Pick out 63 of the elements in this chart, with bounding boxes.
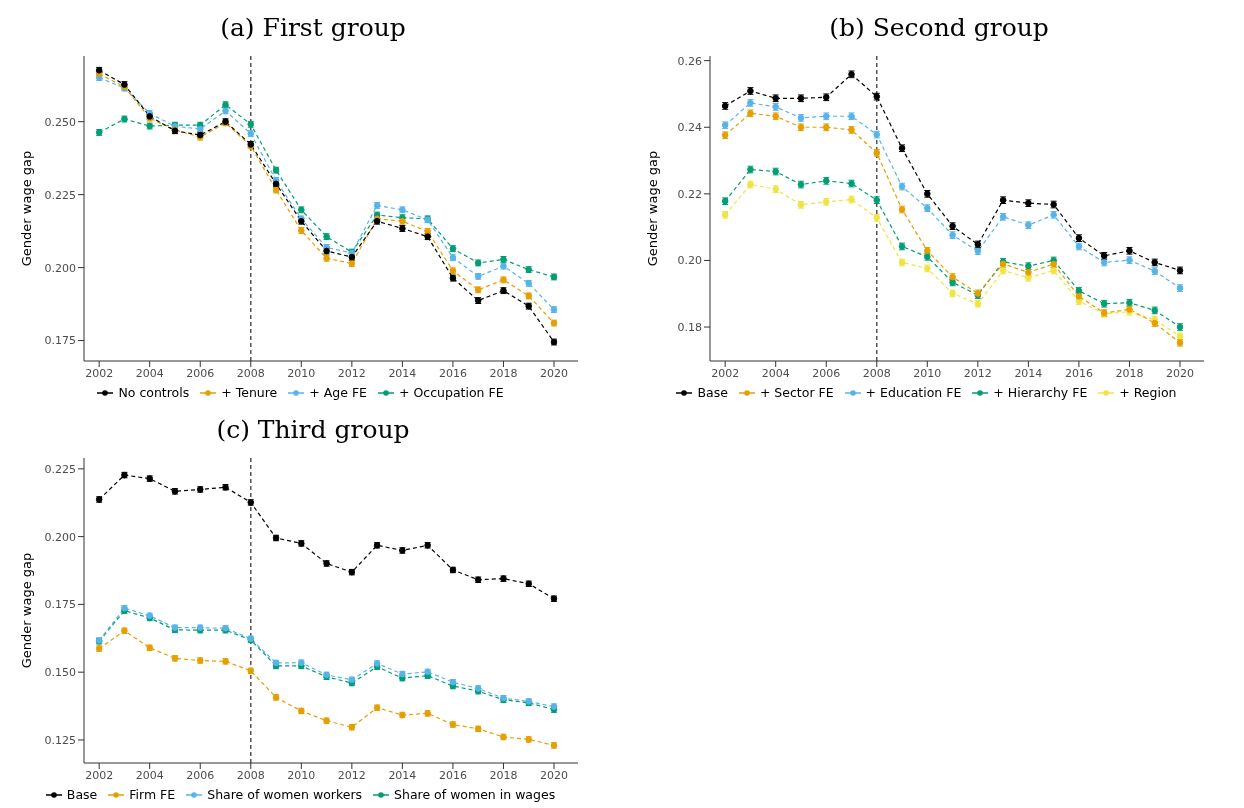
y-axis-title: Gender wage gap: [18, 552, 34, 669]
legend-label: + Region: [1119, 385, 1177, 400]
legend-label: + Sector FE: [759, 385, 834, 400]
x-tick-label: 2006: [186, 768, 215, 782]
x-tick-label: 2020: [1165, 366, 1194, 380]
x-tick-label: 2002: [85, 366, 114, 380]
x-tick-label: 2004: [135, 366, 164, 380]
y-tick-label: 0.150: [44, 666, 76, 680]
x-tick-label: 2020: [539, 366, 568, 380]
x-tick-label: 2016: [438, 366, 467, 380]
x-tick-label: 2018: [489, 768, 518, 782]
legend-label: Share of women in wages: [394, 787, 556, 802]
x-tick-label: 2010: [287, 768, 316, 782]
x-tick-label: 2002: [85, 768, 114, 782]
chart-title: (c) Third group: [215, 414, 411, 446]
x-tick-label: 2006: [186, 366, 215, 380]
x-tick-label: 2014: [388, 768, 417, 782]
y-tick-label: 0.225: [44, 188, 76, 202]
x-tick-label: 2016: [438, 768, 467, 782]
chart-title: (a) First group: [219, 12, 407, 44]
y-tick-label: 0.175: [44, 598, 76, 612]
x-tick-label: 2014: [388, 366, 417, 380]
x-tick-label: 2014: [1014, 366, 1043, 380]
legend-label: Firm FE: [129, 787, 176, 802]
y-axis-title: Gender wage gap: [644, 150, 660, 267]
y-tick-label: 0.250: [44, 115, 76, 129]
legend-label: + Hierarchy FE: [993, 385, 1088, 400]
y-axis-title: Gender wage gap: [18, 150, 34, 267]
y-tick-label: 0.20: [677, 254, 702, 268]
x-tick-label: 2008: [236, 366, 265, 380]
x-tick-label: 2010: [287, 366, 316, 380]
legend-label: + Age FE: [309, 385, 367, 400]
x-tick-label: 2012: [337, 366, 366, 380]
y-tick-label: 0.18: [677, 320, 702, 334]
x-tick-label: 2008: [862, 366, 891, 380]
y-tick-label: 0.24: [677, 121, 702, 135]
legend-label: + Tenure: [221, 385, 278, 400]
legend-label: Base: [66, 787, 98, 802]
x-tick-label: 2020: [539, 768, 568, 782]
x-tick-label: 2018: [1115, 366, 1144, 380]
y-tick-label: 0.200: [44, 261, 76, 275]
legend-label: Share of women workers: [207, 787, 363, 802]
legend-label: + Education FE: [865, 385, 962, 400]
y-tick-label: 0.125: [44, 733, 76, 747]
y-tick-label: 0.26: [677, 54, 702, 68]
y-tick-label: 0.22: [677, 187, 702, 201]
y-tick-label: 0.225: [44, 462, 76, 476]
legend-label: Base: [697, 385, 728, 400]
x-tick-label: 2018: [489, 366, 518, 380]
x-tick-label: 2004: [135, 768, 164, 782]
x-tick-label: 2016: [1064, 366, 1093, 380]
x-tick-label: 2008: [236, 768, 265, 782]
legend-label: No controls: [118, 385, 190, 400]
legend-label: + Occupation FE: [399, 385, 504, 400]
x-tick-label: 2006: [812, 366, 841, 380]
y-tick-label: 0.175: [44, 334, 76, 348]
x-tick-label: 2012: [963, 366, 992, 380]
chart-title: (b) Second group: [828, 12, 1050, 44]
x-tick-label: 2002: [711, 366, 740, 380]
x-tick-label: 2010: [913, 366, 942, 380]
x-tick-label: 2012: [337, 768, 366, 782]
x-tick-label: 2004: [761, 366, 790, 380]
y-tick-label: 0.200: [44, 530, 76, 544]
